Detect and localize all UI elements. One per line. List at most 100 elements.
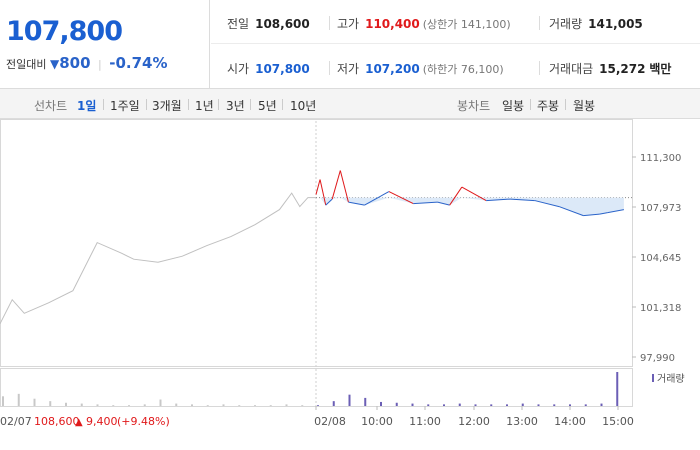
chart-marks (0, 170, 632, 406)
x-tick-label: 15:00 (602, 415, 634, 428)
tab-weekly[interactable]: 주봉 (537, 99, 560, 113)
down-segment (437, 201, 450, 206)
volume-legend: 거래량 (657, 373, 685, 385)
volume-bar (569, 404, 571, 406)
volume-bar (33, 398, 36, 406)
up-segment (388, 191, 414, 205)
down-segment (364, 191, 390, 206)
volume-bar (332, 401, 335, 406)
volume-bar (474, 404, 477, 406)
volume-bar (584, 404, 587, 406)
up-segment (461, 186, 487, 202)
divider (539, 61, 540, 75)
volume-bar (490, 404, 493, 406)
stat-trade-value: 거래대금 15,272 백만 (549, 62, 672, 76)
stat-prev-close: 전일 108,600 (227, 17, 310, 31)
x-tick-label: 14:00 (554, 415, 586, 428)
volume-bar (301, 405, 304, 406)
x-tick-label: 02/08 (314, 415, 346, 428)
price-change: 전일대비 ▼800 | -0.74% (6, 54, 168, 72)
divider (539, 16, 540, 30)
y-tick-label: 101,318 (640, 303, 681, 314)
y-tick-label: 104,645 (640, 253, 681, 264)
change-label: 전일대비 (6, 58, 47, 71)
up-segment (315, 179, 321, 195)
volume-bar (143, 404, 146, 406)
down-segment (348, 201, 365, 206)
tab-3months[interactable]: 3개월 (152, 99, 182, 113)
prev-day-label: 02/07 (0, 415, 32, 428)
volume-bar (380, 401, 382, 406)
change-amount: 800 (59, 54, 91, 72)
price-summary: 107,800 전일대비 ▼800 | -0.74% (0, 0, 210, 89)
tab-3years[interactable]: 3년 (226, 99, 245, 113)
down-arrow-icon: ▼ (49, 57, 60, 71)
tab-monthly[interactable]: 월봉 (573, 99, 596, 113)
tab-5years[interactable]: 5년 (258, 99, 277, 113)
line-chart-label: 선차트 (34, 99, 68, 113)
volume-bar (65, 402, 67, 406)
tab-1week[interactable]: 1주일 (110, 99, 140, 113)
volume-bar (222, 404, 225, 406)
volume-bar (616, 372, 619, 406)
below-reference-fill (316, 197, 624, 216)
change-percent: -0.74% (109, 54, 168, 72)
down-segment (583, 213, 600, 217)
tab-1day[interactable]: 1일 (77, 99, 97, 113)
volume-bar (348, 394, 351, 406)
current-price: 107,800 (6, 16, 123, 47)
volume-bar (269, 405, 272, 406)
divider (565, 99, 566, 110)
volume-bar (159, 399, 162, 406)
down-segment (413, 201, 438, 205)
stat-open: 시가 107,800 (227, 62, 310, 76)
divider (188, 99, 189, 110)
up-segment (449, 186, 463, 206)
volume-bar (96, 404, 99, 406)
divider (329, 61, 330, 75)
chart-period-tabs: 선차트 1일 1주일 3개월 1년 3년 5년 10년 봉차트 일봉 주봉 월봉 (0, 89, 700, 119)
y-tick-label: 111,300 (640, 153, 681, 164)
x-tick-label: 10:00 (361, 415, 393, 428)
y-tick-label: 107,973 (640, 203, 681, 214)
volume-bar (17, 393, 20, 406)
volume-bar (238, 405, 241, 406)
down-segment (486, 198, 511, 202)
divider (218, 99, 219, 110)
volume-bar (395, 402, 398, 406)
stat-low: 저가 107,200 (하한가 76,100) (337, 62, 504, 76)
volume-bar (317, 405, 319, 406)
volume-legend-swatch (652, 374, 654, 382)
volume-bar (49, 401, 52, 406)
x-tick-label: 12:00 (458, 415, 490, 428)
up-segment (319, 179, 327, 206)
volume-bar (285, 404, 288, 406)
up-segment (339, 170, 349, 203)
stat-volume: 거래량 141,005 (549, 17, 643, 31)
tab-10years[interactable]: 10년 (290, 99, 317, 113)
volume-bar (112, 405, 115, 406)
volume-bar (521, 403, 524, 406)
divider (103, 99, 104, 110)
x-tick-label: 11:00 (409, 415, 441, 428)
volume-bar (80, 403, 83, 406)
up-segment (331, 170, 341, 200)
divider (282, 99, 283, 110)
volume-bar (175, 403, 178, 406)
volume-bar (600, 403, 603, 406)
down-segment (325, 198, 333, 206)
candle-chart-label: 봉차트 (457, 99, 491, 113)
divider (329, 16, 330, 30)
volume-bar (553, 404, 556, 406)
volume-bar (206, 405, 209, 406)
stat-high: 고가 110,400 (상한가 141,100) (337, 17, 511, 31)
down-segment (510, 198, 535, 202)
volume-bar (2, 396, 4, 406)
down-segment (599, 212, 608, 215)
stats-row: 시가 107,800 저가 107,200 (하한가 76,100) 거래대금 15,2… (211, 45, 700, 89)
tab-1year[interactable]: 1년 (195, 99, 214, 113)
grid (0, 119, 636, 410)
prev-day-change: 9,400 (86, 415, 118, 428)
prev-day-close: 108,600 (34, 415, 80, 428)
tab-daily[interactable]: 일봉 (502, 99, 525, 113)
